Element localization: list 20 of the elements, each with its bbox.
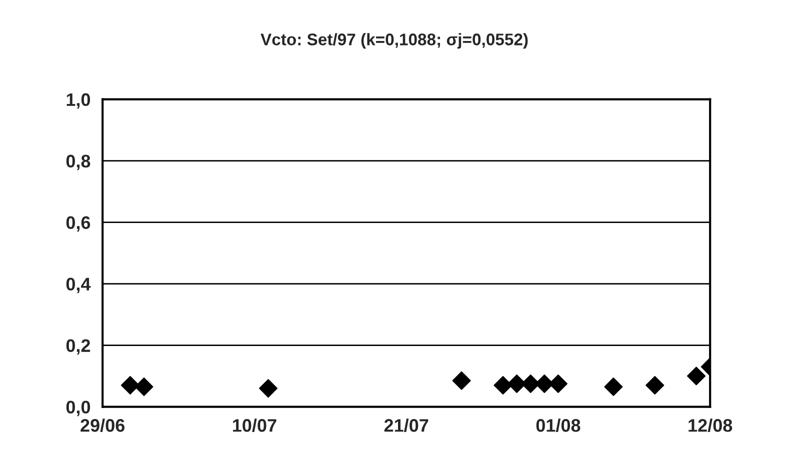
y-tick-label: 0,4 xyxy=(66,278,91,294)
point xyxy=(646,376,664,395)
x-tick-label: 29/06 xyxy=(80,418,125,432)
point xyxy=(494,376,512,395)
point xyxy=(604,378,623,396)
y-tick-label: 0,2 xyxy=(66,339,90,355)
point xyxy=(452,371,471,390)
point xyxy=(120,376,140,395)
x-tick-label: 21/07 xyxy=(384,418,428,432)
x-tick-label: 10/07 xyxy=(233,418,276,432)
x-tick-label: 12/08 xyxy=(688,418,732,432)
y-tick-label: 1,0 xyxy=(66,93,90,109)
x-tick-label: 01/08 xyxy=(536,418,580,432)
y-tick-label: 0,0 xyxy=(66,400,90,416)
point xyxy=(258,379,278,398)
y-tick-label: 0,8 xyxy=(66,154,90,170)
y-tick-label: 0,6 xyxy=(66,216,90,232)
chart-title: Vcto: Set/97 (k=0,1088; σj=0,0552) xyxy=(260,33,528,49)
point xyxy=(134,378,154,396)
point xyxy=(687,366,706,386)
